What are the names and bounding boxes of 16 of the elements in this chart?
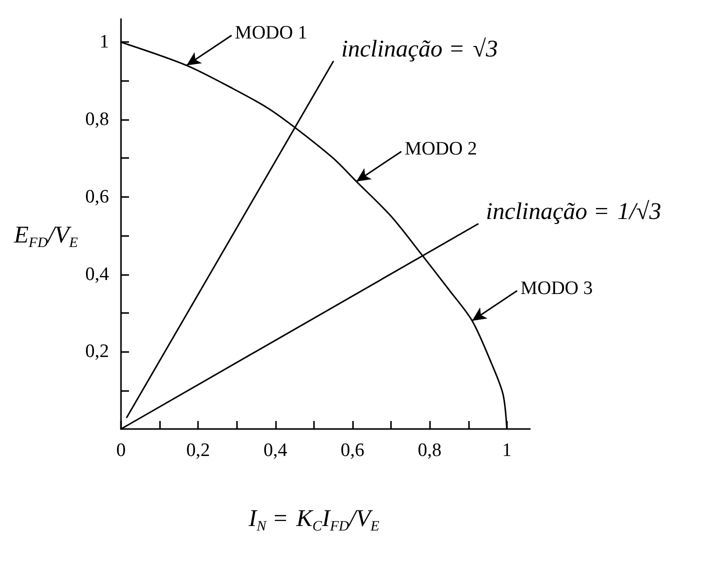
y-tick-label: 0,2 bbox=[85, 341, 109, 362]
x-tick-label: 0,4 bbox=[263, 440, 288, 461]
annotation: inclinação = 1/√3 bbox=[486, 199, 662, 225]
annotation: MODO 3 bbox=[520, 278, 593, 299]
x-tick-label: 0,2 bbox=[186, 440, 210, 461]
y-tick-label: 1 bbox=[100, 32, 109, 53]
x-tick-label: 0 bbox=[116, 440, 126, 461]
y-tick-label: 0,4 bbox=[85, 264, 110, 285]
y-tick-label: 0,6 bbox=[85, 186, 109, 208]
y-tick-label: 0,8 bbox=[85, 109, 109, 130]
annotation: inclinação = √3 bbox=[341, 36, 498, 63]
x-tick-label: 0,8 bbox=[418, 440, 442, 461]
annotation: MODO 2 bbox=[404, 138, 478, 160]
x-tick-label: 0,6 bbox=[340, 440, 364, 461]
x-tick-label: 1 bbox=[502, 440, 512, 461]
annotation: MODO 1 bbox=[234, 22, 308, 44]
